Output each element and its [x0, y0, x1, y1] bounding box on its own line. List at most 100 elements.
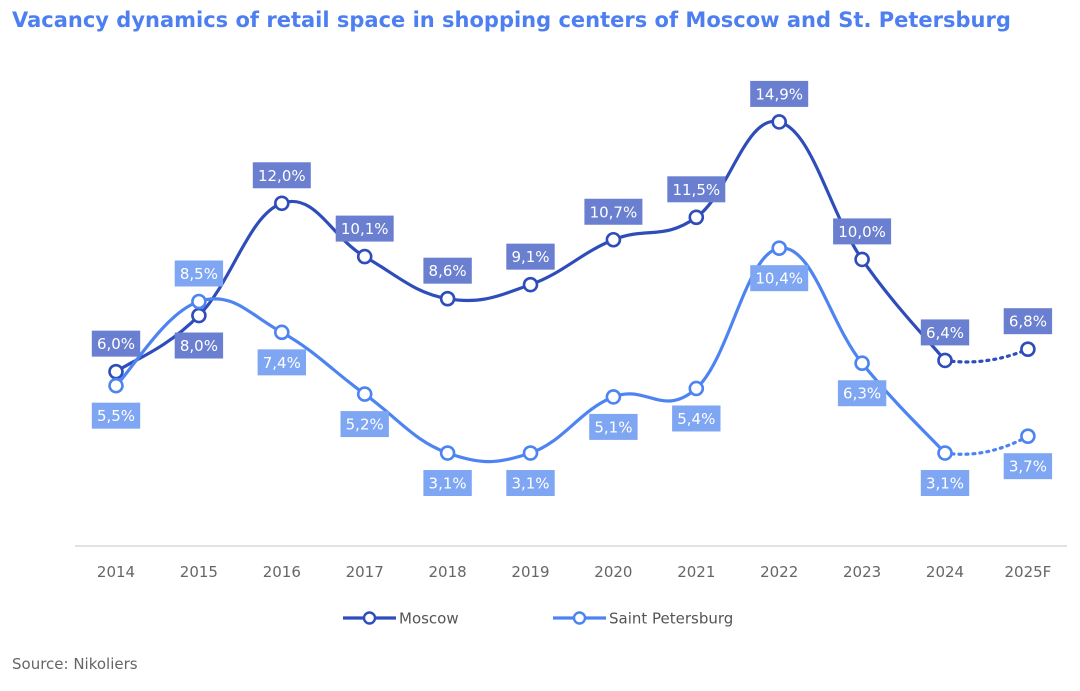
data-point-saint-petersburg: [605, 389, 622, 405]
x-tick-label: 2017: [346, 563, 384, 581]
data-label-text-saint-petersburg: 5,1%: [594, 418, 632, 436]
data-label-moscow: 9,1%: [506, 243, 555, 270]
data-label-box-saint-petersburg: [340, 411, 389, 438]
forecast-line-moscow: [943, 347, 1030, 364]
data-label-box-moscow: [750, 80, 809, 107]
data-label-moscow: 14,9%: [750, 80, 809, 107]
x-tick-label: 2015: [180, 563, 218, 581]
data-label-box-moscow: [506, 243, 555, 270]
data-point-moscow: [522, 276, 539, 293]
data-point-saint-petersburg: [439, 445, 456, 461]
data-point-moscow: [356, 248, 373, 265]
data-label-saint-petersburg: 6,3%: [837, 380, 887, 407]
data-label-box-saint-petersburg: [837, 380, 887, 407]
data-point-saint-petersburg: [273, 324, 290, 341]
data-label-layer: 6,0% 8,0% 12,0% 10,1% 8,6% 9,1% 10,7% 11,5% 14,9…: [91, 80, 1053, 497]
data-label-text-moscow: 6,8%: [1009, 313, 1047, 331]
data-label-box-moscow: [667, 176, 726, 203]
data-point-moscow: [108, 363, 124, 380]
data-label-text-saint-petersburg: 7,4%: [263, 354, 301, 372]
data-label-box-saint-petersburg: [1003, 453, 1053, 480]
data-label-saint-petersburg: 5,4%: [672, 405, 721, 432]
data-label-box-saint-petersburg: [257, 349, 306, 376]
data-label-text-moscow: 6,4%: [926, 324, 964, 342]
data-point-saint-petersburg: [522, 445, 539, 461]
data-point-saint-petersburg: [191, 293, 207, 310]
legend-item-moscow: Moscow: [343, 610, 459, 628]
legend-marker-moscow: [362, 611, 377, 625]
data-label-box-saint-petersburg: [423, 470, 472, 497]
data-label-text-moscow: 8,6%: [429, 262, 467, 280]
data-label-text-moscow: 11,5%: [672, 181, 720, 199]
data-label-box-moscow: [920, 319, 970, 346]
data-point-moscow: [273, 195, 290, 212]
data-label-moscow: 6,0%: [91, 330, 141, 357]
chart-title: Vacancy dynamics of retail space in shop…: [12, 8, 1011, 32]
x-tick-label: 2016: [263, 563, 301, 581]
data-label-moscow: 12,0%: [252, 162, 311, 189]
x-tick-layer: 2014 2015 2016 2017 2018 2019 2020 2021 2022 2023…: [97, 563, 1051, 581]
x-tick-label: 2022: [760, 563, 798, 581]
data-label-box-moscow: [584, 198, 643, 225]
data-point-saint-petersburg: [688, 380, 705, 397]
data-label-text-moscow: 10,7%: [590, 203, 638, 221]
data-label-box-moscow: [1003, 308, 1053, 335]
data-label-saint-petersburg: 3,1%: [423, 470, 472, 497]
data-label-text-saint-petersburg: 5,4%: [677, 410, 715, 428]
data-label-saint-petersburg: 3,1%: [920, 470, 970, 497]
data-point-moscow: [854, 251, 870, 268]
data-label-saint-petersburg: 3,7%: [1003, 453, 1053, 480]
x-tick-label: 2020: [594, 563, 632, 581]
data-label-box-saint-petersburg: [672, 405, 721, 432]
data-label-moscow: 8,0%: [174, 332, 224, 359]
x-tick-label: 2025F: [1004, 563, 1051, 581]
legend-label-moscow: Moscow: [399, 610, 459, 628]
data-label-box-moscow: [423, 257, 472, 284]
data-label-box-moscow: [91, 330, 141, 357]
data-label-box-moscow: [174, 332, 224, 359]
legend: Moscow Saint Petersburg: [343, 610, 733, 628]
data-label-text-moscow: 10,1%: [341, 220, 389, 238]
data-point-moscow: [937, 352, 953, 369]
data-point-moscow: [688, 209, 705, 226]
data-label-box-moscow: [833, 218, 892, 245]
data-label-text-moscow: 10,0%: [838, 223, 886, 241]
data-point-moscow: [605, 231, 622, 248]
data-label-saint-petersburg: 10,4%: [750, 265, 809, 292]
forecast-line-saint-petersburg: [943, 434, 1030, 456]
data-label-moscow: 6,8%: [1003, 308, 1053, 335]
data-label-text-saint-petersburg: 6,3%: [843, 385, 881, 403]
legend-item-saint-petersburg: Saint Petersburg: [553, 610, 733, 628]
data-point-saint-petersburg: [356, 386, 373, 402]
data-point-moscow: [439, 290, 456, 307]
data-label-text-saint-petersburg: 3,1%: [926, 475, 964, 493]
data-label-box-saint-petersburg: [174, 260, 224, 287]
data-label-box-moscow: [252, 162, 311, 189]
data-label-text-moscow: 12,0%: [258, 167, 306, 185]
data-label-box-saint-petersburg: [750, 265, 809, 292]
data-label-saint-petersburg: 7,4%: [257, 349, 306, 376]
x-tick-label: 2021: [677, 563, 715, 581]
data-label-box-saint-petersburg: [91, 402, 141, 429]
x-tick-label: 2019: [511, 563, 549, 581]
x-tick-label: 2024: [926, 563, 964, 581]
data-label-box-saint-petersburg: [589, 413, 638, 440]
data-label-text-moscow: 9,1%: [511, 248, 549, 266]
data-label-box-saint-petersburg: [920, 470, 970, 497]
data-label-saint-petersburg: 8,5%: [174, 260, 224, 287]
data-label-text-moscow: 6,0%: [97, 335, 135, 353]
data-label-box-saint-petersburg: [506, 470, 555, 497]
data-label-moscow: 10,1%: [335, 215, 394, 242]
data-point-moscow: [1020, 341, 1036, 357]
data-label-text-saint-petersburg: 5,2%: [346, 416, 384, 434]
data-point-saint-petersburg: [771, 240, 788, 256]
legend-marker-saint-petersburg: [572, 611, 587, 625]
data-point-moscow: [771, 114, 788, 130]
x-tick-label: 2014: [97, 563, 135, 581]
data-label-text-saint-petersburg: 5,5%: [97, 407, 135, 425]
data-point-saint-petersburg: [108, 377, 124, 394]
data-label-moscow: 8,6%: [423, 257, 472, 284]
source-note: Source: Nikoliers: [12, 655, 138, 673]
legend-label-saint-petersburg: Saint Petersburg: [609, 610, 733, 628]
